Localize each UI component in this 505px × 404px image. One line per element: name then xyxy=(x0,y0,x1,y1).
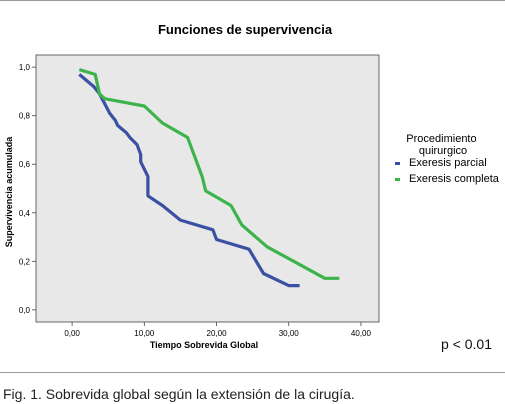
legend-label: Exeresis parcial xyxy=(409,157,487,169)
p-value: p < 0.01 xyxy=(441,336,492,352)
plot-area xyxy=(35,54,380,323)
x-axis-label: Tiempo Sobrevida Global xyxy=(150,340,258,350)
survival-chart: Funciones de supervivencia 0,00,20,40,60… xyxy=(4,22,500,350)
y-tick-label: 0,2 xyxy=(19,257,31,266)
x-tick-label: 20,00 xyxy=(207,329,228,338)
axis-ticks: 0,0 0,2 0,4 0,6 0,8 1,0 0,00 10,00 20,00 30,00 40,… xyxy=(19,63,372,338)
legend-title: Procedimiento quirurgico xyxy=(406,133,479,157)
legend-title-line-1: Procedimiento xyxy=(406,133,476,145)
chart-title: Funciones de supervivencia xyxy=(158,22,333,37)
x-tick-label: 0,00 xyxy=(64,329,80,338)
legend-swatch xyxy=(395,178,400,181)
legend-title-line-2: quirurgico xyxy=(419,145,467,157)
y-tick-label: 0,6 xyxy=(19,160,31,169)
y-tick-label: 0,0 xyxy=(19,306,31,315)
y-tick-label: 0,8 xyxy=(19,112,31,121)
series-lines xyxy=(78,68,340,288)
x-tick-label: 10,00 xyxy=(134,329,155,338)
x-tick-label: 30,00 xyxy=(279,329,300,338)
legend: Procedimiento quirurgico Exeresis parcia… xyxy=(395,133,500,185)
caption-rule xyxy=(0,372,505,373)
y-tick-label: 0,4 xyxy=(19,209,31,218)
legend-swatch xyxy=(395,162,400,165)
series-line-2 xyxy=(78,68,340,280)
series-line-1 xyxy=(78,73,300,288)
top-rule xyxy=(0,0,505,1)
y-axis-label: Supervivencia acumulada xyxy=(4,136,14,248)
figure-caption: Fig. 1. Sobrevida global según la extens… xyxy=(3,386,355,402)
legend-label: Exeresis completa xyxy=(409,173,500,185)
x-tick-label: 40,00 xyxy=(351,329,372,338)
y-tick-label: 1,0 xyxy=(19,63,31,72)
